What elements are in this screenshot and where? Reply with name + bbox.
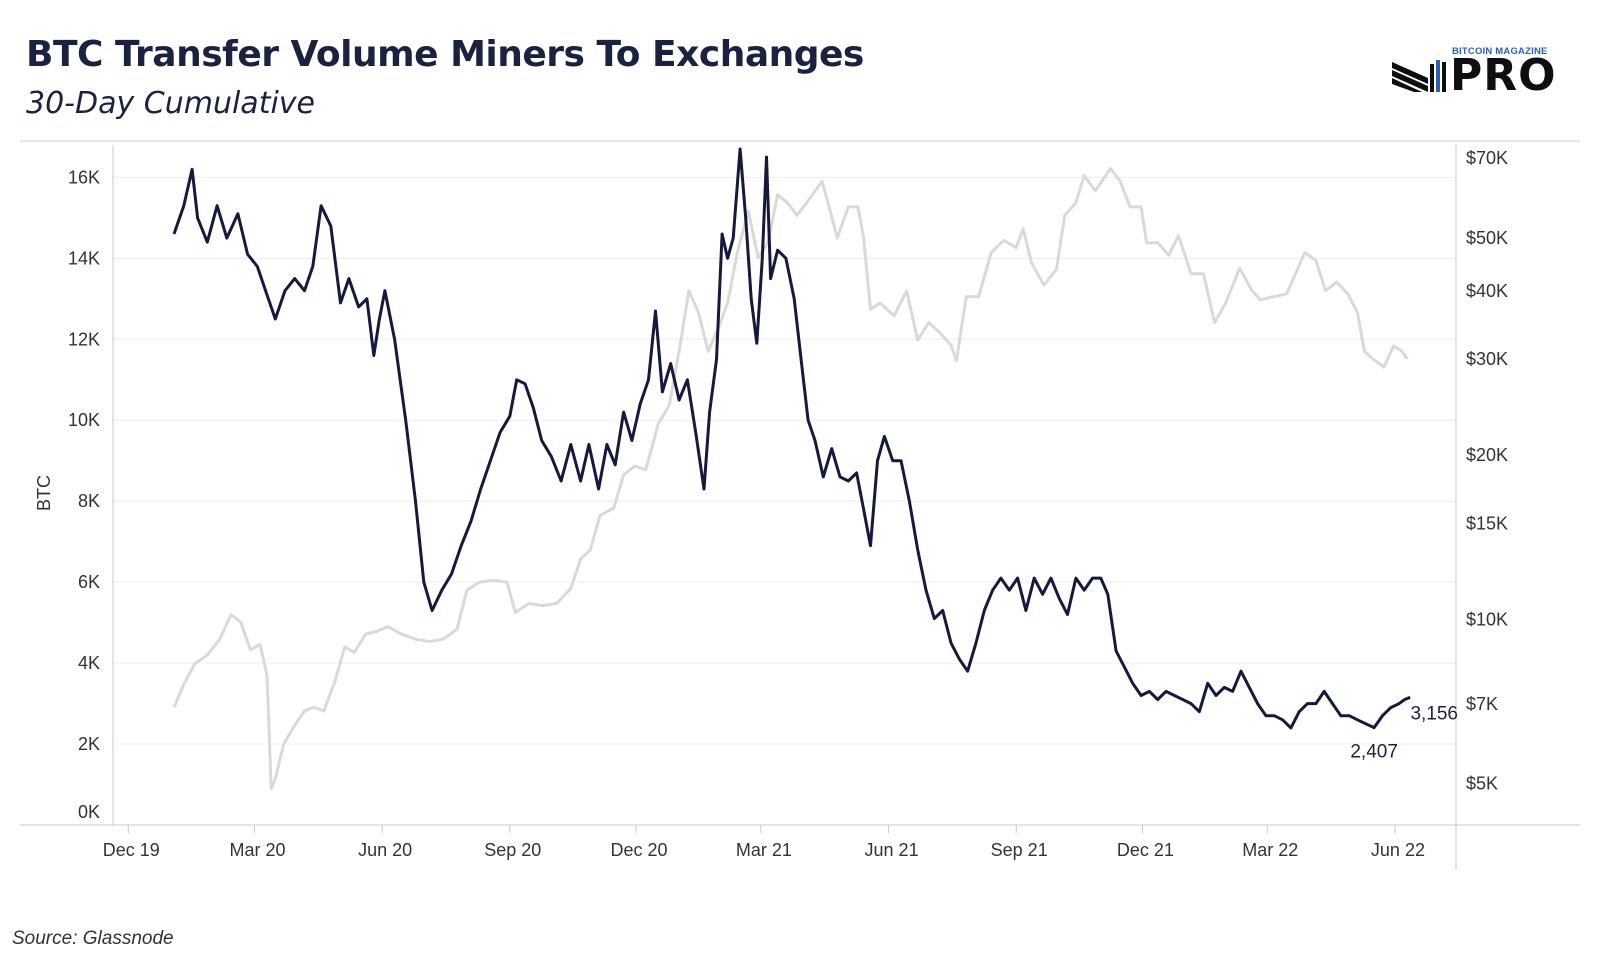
y2-tick-label: $15K xyxy=(1466,513,1508,533)
y-tick-label: 10K xyxy=(68,410,100,430)
y-tick-label: 12K xyxy=(68,329,100,349)
x-tick-label: Dec 21 xyxy=(1117,840,1174,860)
x-tick-label: Mar 21 xyxy=(736,840,792,860)
data-label: 2,407 xyxy=(1350,742,1398,763)
y-tick-label: 0K xyxy=(78,802,100,822)
x-tick-label: Dec 20 xyxy=(611,840,668,860)
series-line-transfer-volume xyxy=(172,147,1411,730)
x-tick-label: Mar 22 xyxy=(1242,840,1298,860)
y2-tick-label: $40K xyxy=(1466,281,1508,301)
y2-tick-label: $50K xyxy=(1466,228,1508,248)
x-tick-label: Jun 20 xyxy=(358,840,412,860)
logo-pro-text: PRO xyxy=(1450,50,1557,101)
x-tick-label: Jun 22 xyxy=(1371,840,1425,860)
annotations: 2,407 3,156 xyxy=(1350,703,1458,762)
logo-bars-icon xyxy=(1392,60,1446,92)
y-tick-label: 2K xyxy=(78,734,100,754)
y2-tick-label: $5K xyxy=(1466,774,1498,794)
brand-logo: BITCOIN MAGAZINE PRO xyxy=(1392,44,1572,100)
y-tick-label: 16K xyxy=(68,167,100,187)
chart-title: BTC Transfer Volume Miners To Exchanges xyxy=(26,34,864,75)
y-tick-label: 4K xyxy=(78,653,100,673)
x-tick-label: Sep 21 xyxy=(991,840,1048,860)
chart-subtitle: 30-Day Cumulative xyxy=(26,86,315,121)
x-tick-label: Jun 21 xyxy=(865,840,919,860)
source-note: Source: Glassnode xyxy=(12,928,174,949)
y-tick-label: 8K xyxy=(78,491,100,511)
y2-tick-label: $30K xyxy=(1466,349,1508,369)
line-chart: 0K 2K 4K 6K 8K 10K 12K 14K 16K $5K $7K $10K $15K $20… xyxy=(20,140,1580,870)
gridlines xyxy=(113,176,1456,745)
x-tick-label: Dec 19 xyxy=(103,840,160,860)
y2-tick-label: $20K xyxy=(1466,445,1508,465)
y-axis-label: BTC xyxy=(34,475,54,511)
x-tick-label: Mar 20 xyxy=(229,840,285,860)
y-tick-label: 6K xyxy=(78,572,100,592)
y-axis-left-ticks: 0K 2K 4K 6K 8K 10K 12K 14K 16K xyxy=(68,167,100,822)
logo-small-text: BITCOIN MAGAZINE xyxy=(1452,46,1548,57)
y2-tick-label: $70K xyxy=(1466,148,1508,168)
x-axis-ticks: Dec 19 Mar 20 Jun 20 Sep 20 Dec 20 Mar 21 Jun … xyxy=(103,825,1425,860)
y-tick-label: 14K xyxy=(68,248,100,268)
y2-tick-label: $10K xyxy=(1466,609,1508,629)
series-line-price xyxy=(172,167,1409,790)
y2-tick-label: $7K xyxy=(1466,694,1498,714)
y-axis-right-ticks: $5K $7K $10K $15K $20K $30K $40K $50K $70K xyxy=(1466,148,1508,794)
axes xyxy=(20,145,1580,870)
x-tick-label: Sep 20 xyxy=(484,840,541,860)
data-label: 3,156 xyxy=(1410,703,1458,724)
